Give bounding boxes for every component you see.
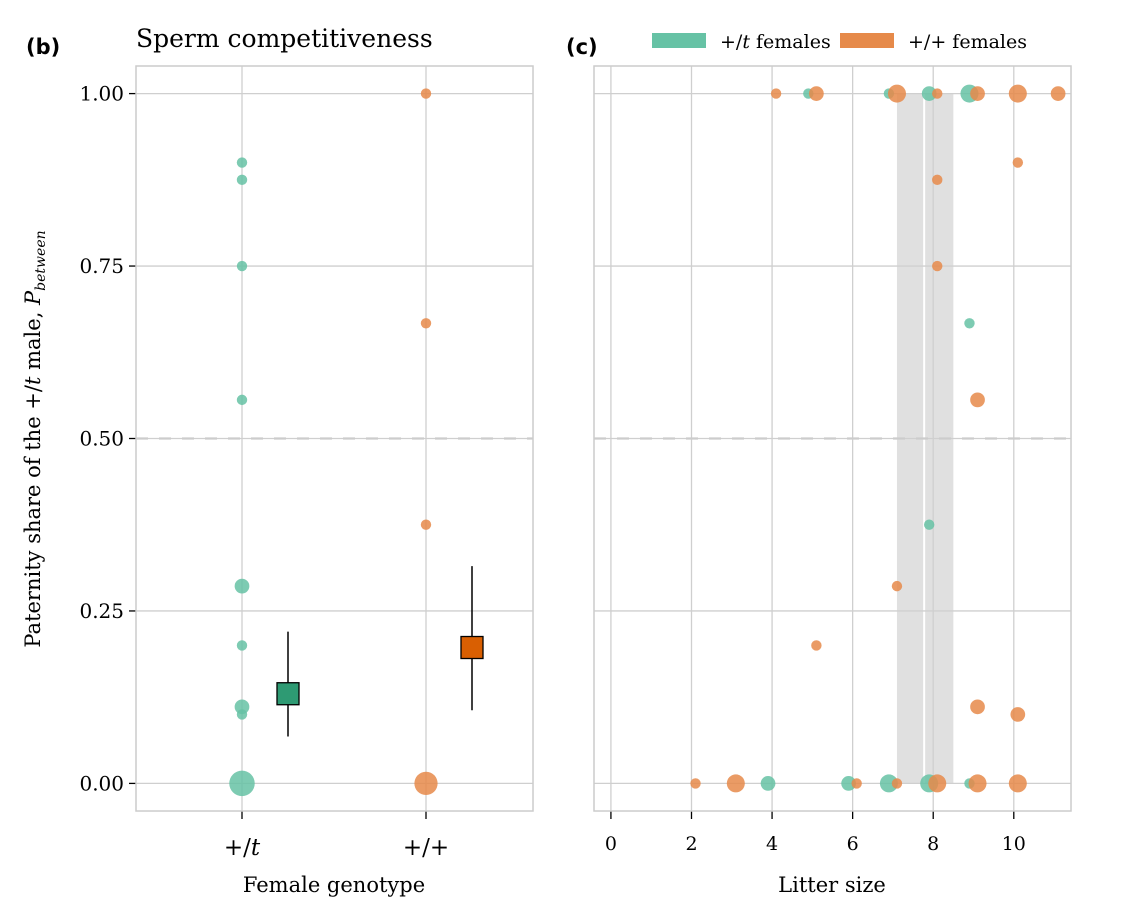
ylabel-t: t (21, 376, 45, 385)
legend-label-pt: +/t females (720, 31, 831, 53)
xtick-label: 10 (1002, 833, 1026, 855)
data-point (932, 260, 943, 272)
data-point (236, 709, 248, 720)
data-point (964, 318, 975, 329)
data-point (229, 770, 255, 797)
data-point (1012, 157, 1024, 168)
data-point (1050, 86, 1066, 101)
data-point (234, 578, 250, 594)
ytick-label: 0.00 (79, 771, 124, 795)
mean-marker (276, 682, 300, 706)
data-point (414, 771, 438, 796)
data-point (970, 86, 985, 101)
mean-marker (460, 635, 484, 660)
legend-swatch-pt (652, 33, 706, 48)
data-point (921, 86, 937, 101)
data-point (932, 174, 943, 186)
panel-b-ylabel: Paternity share of the +/t male, Pbetwee… (21, 230, 49, 647)
data-point (760, 776, 776, 791)
panel-b-xlabel: Female genotype (243, 873, 425, 897)
ytick-label: 1.00 (79, 82, 124, 106)
data-point (726, 774, 745, 793)
ytick-label: 0.75 (79, 254, 124, 278)
legend-swatch-pp (840, 33, 894, 48)
data-point (928, 774, 947, 793)
data-point (690, 778, 701, 789)
data-point (236, 174, 248, 186)
panel-b-plot: 0.00 0.25 0.50 0.75 1.00 +/t +/+ (79, 65, 534, 861)
xtick-label: 4 (766, 833, 778, 855)
plot-frame (593, 65, 1072, 812)
data-point (1008, 84, 1027, 103)
data-point (236, 640, 248, 651)
ytick-label: 0.25 (79, 599, 124, 623)
data-point (887, 84, 906, 103)
xtick-label: 6 (847, 833, 859, 855)
data-point (841, 776, 856, 791)
ylabel-tail: male, (21, 305, 45, 377)
data-point (236, 157, 248, 168)
data-point (236, 394, 248, 406)
data-point (932, 88, 943, 99)
data-point (970, 699, 985, 715)
ytick-label: 0.50 (79, 427, 124, 451)
data-point (420, 318, 432, 329)
panel-b-title: Sperm competitiveness (136, 24, 433, 53)
data-point (770, 88, 782, 99)
xtick-label: +/t (224, 835, 261, 861)
plot-frame (135, 65, 534, 812)
panel-label-c: (c) (566, 35, 598, 59)
ylabel-P: P (21, 290, 45, 306)
data-point (809, 86, 824, 101)
data-point (1010, 707, 1026, 722)
data-point (811, 640, 822, 651)
data-point (236, 260, 248, 272)
data-point (879, 774, 898, 793)
data-point (420, 519, 432, 530)
data-point (891, 580, 903, 592)
data-point (420, 88, 432, 99)
xtick-label: 8 (927, 833, 939, 855)
data-point (1008, 774, 1027, 793)
panel-label-b: (b) (26, 35, 60, 59)
legend-label-pp: +/+ females (908, 31, 1027, 53)
legend: +/t females +/+ females (652, 31, 1027, 53)
xtick-label: +/+ (403, 835, 449, 861)
data-point (891, 778, 903, 789)
panel-c-xlabel: Litter size (778, 873, 886, 897)
data-point (234, 699, 250, 715)
panel-c-plot: 0 2 4 6 8 10 (593, 65, 1072, 855)
data-point (968, 774, 987, 793)
xtick-label: 2 (685, 833, 697, 855)
data-point (970, 392, 985, 408)
xtick-label: 0 (605, 833, 617, 855)
ylabel-main: Paternity share of the +/ (21, 384, 45, 648)
data-point (851, 778, 862, 789)
data-point (923, 519, 935, 530)
ylabel-sub: between (33, 230, 49, 290)
